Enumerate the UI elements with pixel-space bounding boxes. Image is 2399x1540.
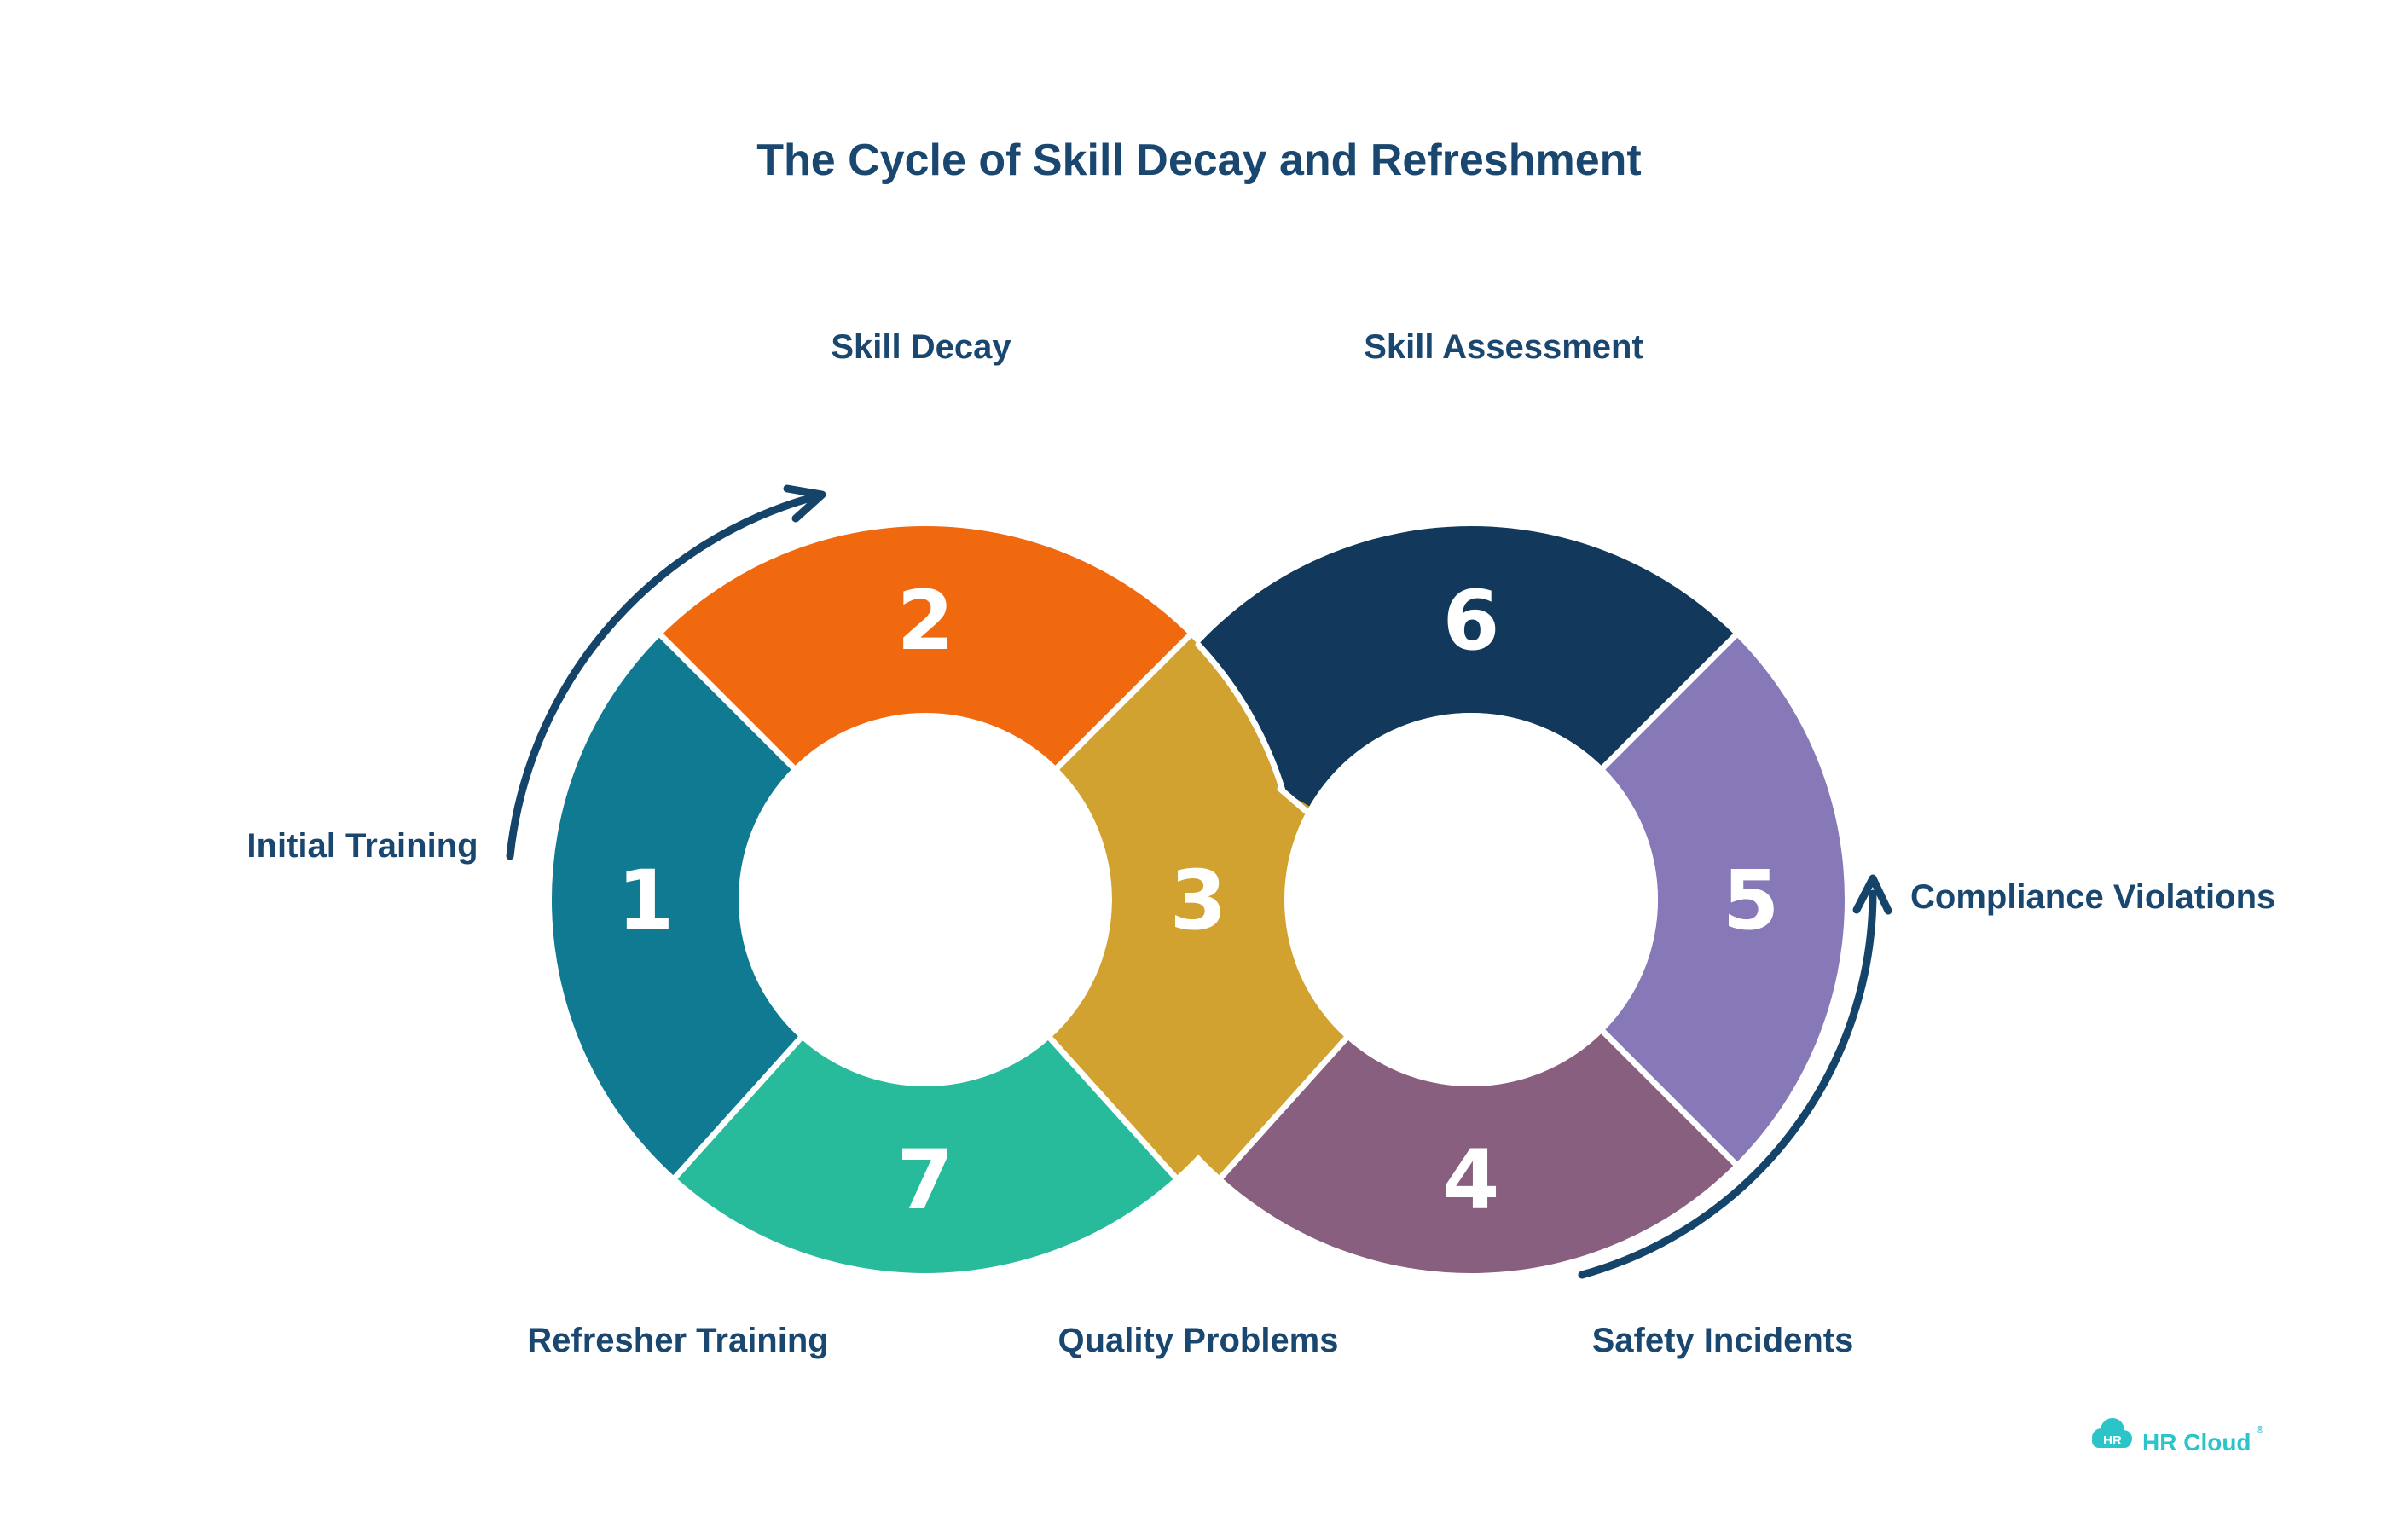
hrcloud-badge-text: HR (2103, 1433, 2122, 1448)
segment-4 (1220, 1031, 1736, 1273)
label-safety-incidents: Safety Incidents (1592, 1322, 1854, 1359)
hrcloud-registered-icon: ® (2257, 1425, 2263, 1435)
ring-layer (552, 526, 1845, 1273)
right-ring-hole (1284, 713, 1658, 1086)
segment-separator-gold-navy (1195, 641, 1286, 794)
segment-6 (1141, 526, 1736, 813)
segment-separator (1216, 1033, 1351, 1182)
label-skill-assessment: Skill Assessment (1364, 328, 1643, 366)
segment-number-3: 3 (1170, 853, 1227, 948)
text-layer: 1 2 3 4 5 6 7 Initial Training Skill Decay Skill … (246, 328, 2275, 1359)
segment-2 (661, 526, 1190, 768)
segment-separator (1598, 1027, 1741, 1169)
left-ring-hole (739, 713, 1112, 1086)
label-skill-decay: Skill Decay (831, 328, 1011, 366)
segment-number-4: 4 (1443, 1132, 1500, 1228)
arrow-skill-decay-curve (506, 494, 814, 860)
segment-number-7: 7 (897, 1132, 954, 1228)
segment-separator (656, 630, 798, 773)
segment-separator (1598, 630, 1741, 773)
segment-1 (552, 635, 801, 1178)
segment-number-6: 6 (1443, 573, 1500, 669)
segment-separator (1046, 1033, 1180, 1182)
hrcloud-cloud-icon (2092, 1418, 2132, 1448)
arrow-compliance-curve (1578, 889, 1877, 1279)
arrow-skill-decay-head (783, 484, 826, 523)
label-compliance-violations: Compliance Violations (1910, 878, 2275, 916)
segment-number-2: 2 (897, 573, 954, 669)
segment-separator (670, 1033, 805, 1182)
hrcloud-logo: HR HR Cloud ® (2092, 1418, 2263, 1456)
label-initial-training: Initial Training (246, 827, 478, 865)
hrcloud-name: HR Cloud (2142, 1429, 2251, 1456)
segment-separator (1052, 630, 1195, 773)
segment-3-left (1050, 635, 1299, 1178)
segment-5 (1602, 635, 1845, 1164)
page-title: The Cycle of Skill Decay and Refreshment (756, 136, 1641, 185)
arrow-compliance-head (1852, 874, 1892, 915)
label-quality-problems: Quality Problems (1058, 1322, 1339, 1359)
segment-separator-gold-navy-stub (1277, 785, 1314, 819)
segment-number-5: 5 (1723, 853, 1780, 948)
segment-number-1: 1 (617, 853, 675, 948)
segment-7 (675, 1038, 1176, 1273)
cycle-arrows (506, 484, 1892, 1279)
label-refresher-training: Refresher Training (527, 1322, 828, 1359)
